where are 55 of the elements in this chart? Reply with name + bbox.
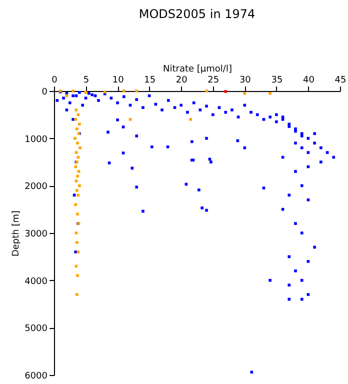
chart-title: MODS2005 in 1974 [138, 7, 256, 21]
y-tick-label: 1000 [24, 134, 48, 145]
point [74, 136, 76, 140]
point [75, 188, 78, 192]
y-tick-label: 4000 [24, 276, 48, 287]
point [268, 92, 272, 95]
point [205, 90, 208, 92]
point [76, 194, 80, 197]
point [78, 184, 81, 188]
x-tick-label: 15 [144, 76, 156, 86]
y-tick-label: 0 [42, 88, 48, 98]
point [76, 274, 79, 278]
point [74, 232, 78, 234]
point [189, 118, 192, 121]
y-tick-label: 3000 [24, 230, 48, 240]
x-tick-label: 35 [271, 76, 283, 86]
point [76, 174, 79, 178]
x-tick-label: 5 [83, 76, 90, 86]
point [243, 92, 246, 95]
point [75, 241, 78, 244]
point [76, 142, 79, 144]
point [78, 146, 82, 150]
point [74, 180, 78, 182]
y-tick-label: 5000 [24, 324, 48, 334]
point [135, 90, 138, 92]
x-axis-title: Nitrate [µmol/l] [163, 64, 232, 74]
point [128, 118, 132, 121]
point [122, 90, 126, 92]
point [78, 122, 81, 126]
point [77, 170, 80, 173]
point [75, 293, 78, 296]
point [76, 212, 79, 216]
point [84, 91, 88, 94]
x-tick-label: 10 [112, 76, 124, 86]
point [76, 250, 80, 254]
point [74, 118, 78, 121]
point [72, 90, 74, 92]
point [74, 108, 78, 112]
y-tick-label: 6000 [24, 372, 48, 382]
point [74, 165, 78, 168]
y-tick-label: 2000 [24, 182, 48, 192]
x-tick-label: 40 [302, 76, 315, 86]
point [74, 264, 78, 268]
point [75, 127, 78, 130]
x-tick-label: 30 [239, 76, 252, 86]
point [76, 156, 80, 159]
y-axis-title: Depth [m] [12, 210, 22, 257]
point [74, 151, 78, 154]
x-tick-label: 25 [208, 76, 220, 86]
point [224, 90, 228, 93]
point [74, 203, 78, 206]
x-tick-label: 45 [334, 76, 346, 86]
point [76, 113, 80, 116]
x-tick-label: 20 [176, 76, 188, 86]
x-tick-label: 0 [52, 76, 58, 86]
